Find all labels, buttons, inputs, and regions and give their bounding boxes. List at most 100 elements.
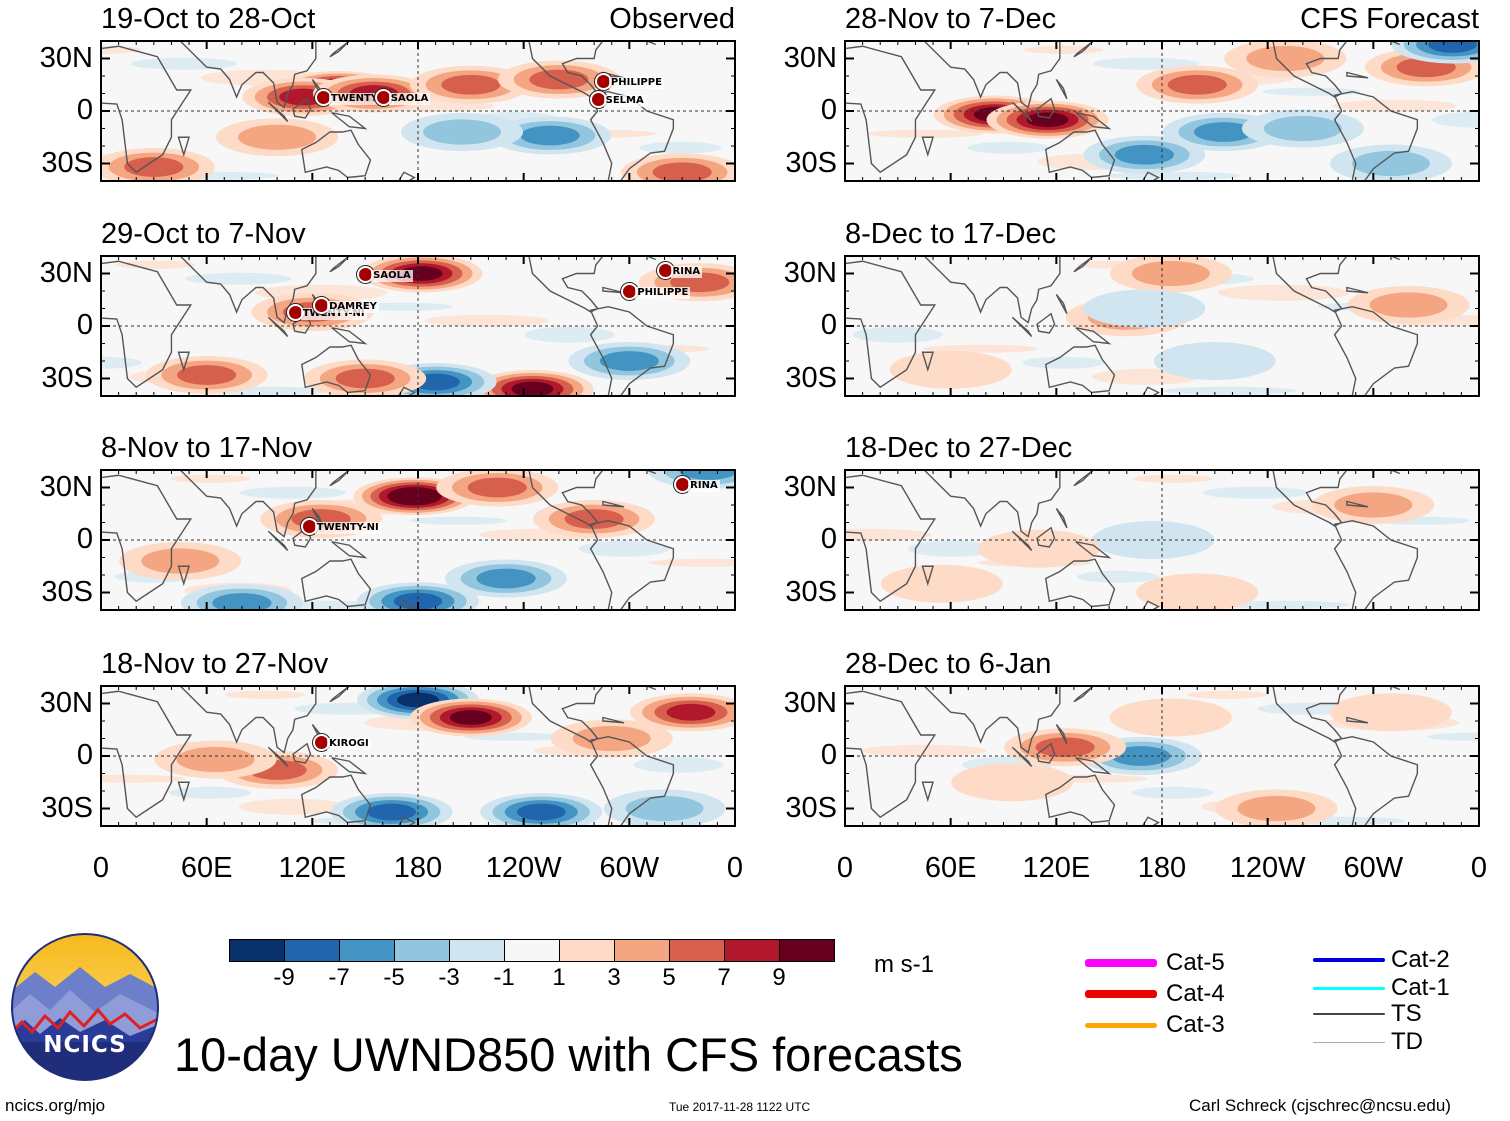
coastline	[292, 97, 312, 119]
ncics-logo: NCICS	[10, 932, 160, 1082]
anomaly-streak	[967, 141, 1050, 154]
colorbar-tick-label: -9	[273, 964, 295, 991]
coastlines	[845, 41, 1419, 181]
coastline	[845, 260, 937, 389]
coastline	[1333, 520, 1419, 610]
footer-timestamp: Tue 2017-11-28 1122 UTC	[669, 1100, 811, 1114]
footer-credit: Carl Schreck (cjschrec@ncsu.edu)	[1189, 1096, 1451, 1115]
colorbar-swatch	[339, 939, 395, 962]
colorbar-swatch	[229, 939, 285, 962]
anomaly-contour	[951, 763, 1074, 802]
anomaly-contour	[423, 119, 502, 145]
coastline	[1073, 256, 1094, 273]
coastline	[177, 351, 190, 373]
coastline	[921, 781, 934, 803]
coastline	[1272, 686, 1348, 743]
colorbar-swatch	[504, 939, 560, 962]
coastline	[1036, 742, 1056, 764]
y-tick-label: 30S	[785, 146, 837, 179]
coastline	[300, 129, 372, 179]
panel	[844, 255, 1480, 397]
coastline	[329, 470, 350, 487]
anomaly-streak	[1217, 284, 1350, 301]
x-tick-label: 120W	[485, 852, 562, 884]
y-tick-label: 30S	[785, 791, 837, 824]
colorbar-swatch	[669, 939, 725, 962]
y-tick-label: 30N	[39, 686, 93, 719]
coastline	[1141, 386, 1160, 396]
coastline	[1390, 256, 1401, 261]
anomaly-contour	[1131, 260, 1210, 287]
x-tick-label: 0	[836, 852, 854, 884]
anomaly-field	[862, 690, 1479, 826]
anomaly-contour	[176, 746, 255, 773]
anomaly-streak	[1022, 356, 1105, 369]
coastline	[923, 470, 1061, 538]
anomaly-streak	[1132, 474, 1213, 483]
coastline	[602, 716, 625, 724]
anomaly-streak	[1432, 111, 1479, 128]
y-tick-label: 0	[820, 309, 837, 341]
coastline	[589, 520, 675, 610]
y-tick-label: 30S	[41, 146, 93, 179]
anomaly-streak	[101, 356, 142, 369]
x-tick-label: 120E	[1022, 852, 1091, 884]
coastline	[267, 746, 289, 767]
colorbar-swatch	[779, 939, 835, 962]
coastline	[1333, 91, 1419, 181]
colorbar-tick-label: 9	[772, 964, 786, 991]
anomaly-contour	[335, 368, 395, 389]
anomaly-contour	[367, 803, 416, 821]
coastline	[845, 45, 937, 174]
y-tick-label: 0	[820, 523, 837, 555]
anomaly-streak	[1202, 486, 1309, 499]
logo-icon	[11, 933, 159, 1081]
coastline	[1044, 129, 1116, 179]
coastline	[845, 474, 937, 603]
y-tick-label: 30N	[783, 41, 837, 74]
track-legend-line	[1085, 1022, 1157, 1028]
colorbar-units: m s-1	[874, 951, 934, 978]
anomaly-contour	[1153, 342, 1276, 380]
y-tick-label: 30N	[39, 41, 93, 74]
x-tick-label: 180	[393, 852, 443, 884]
coastline	[1073, 470, 1094, 487]
coastline	[845, 690, 937, 819]
coastline	[589, 306, 675, 396]
x-tick-label: 60E	[924, 852, 977, 884]
y-tick-label: 0	[76, 739, 93, 771]
anomaly-contour	[177, 365, 237, 385]
coastline	[329, 686, 350, 703]
coastline	[923, 686, 1061, 754]
coastline	[397, 816, 416, 826]
coastline	[101, 474, 193, 603]
anomaly-streak	[648, 558, 735, 567]
coastline	[1272, 470, 1348, 527]
coastline	[646, 470, 657, 475]
main-title: 10-day UWND850 with CFS forecasts	[174, 1028, 963, 1081]
coastlines	[845, 470, 1419, 610]
anomaly-contour	[212, 593, 272, 610]
anomaly-streak	[354, 302, 453, 311]
coastline	[1390, 41, 1401, 46]
anomaly-contour	[1246, 45, 1325, 72]
anomaly-streak	[224, 690, 305, 699]
logo-text: NCICS	[43, 1032, 127, 1058]
track-legend-label: Cat-2	[1391, 946, 1450, 973]
panel	[844, 685, 1480, 827]
x-tick-label: 0	[726, 852, 744, 884]
colorbar-tick-label: -5	[383, 964, 405, 991]
anomaly-contour	[1351, 150, 1430, 177]
coastline	[1346, 500, 1369, 508]
anomaly-streak	[1262, 87, 1361, 96]
coastline	[1073, 686, 1094, 703]
coastline	[331, 541, 368, 559]
anomaly-streak	[1023, 45, 1104, 54]
anomaly-contour	[1083, 289, 1206, 328]
coastline	[1346, 716, 1369, 724]
coastline	[1011, 530, 1033, 551]
y-tick-label: 30S	[41, 575, 93, 608]
track-legend-label: Cat-3	[1166, 1011, 1225, 1038]
anomaly-streak	[1161, 386, 1296, 395]
colorbar-swatch	[559, 939, 615, 962]
